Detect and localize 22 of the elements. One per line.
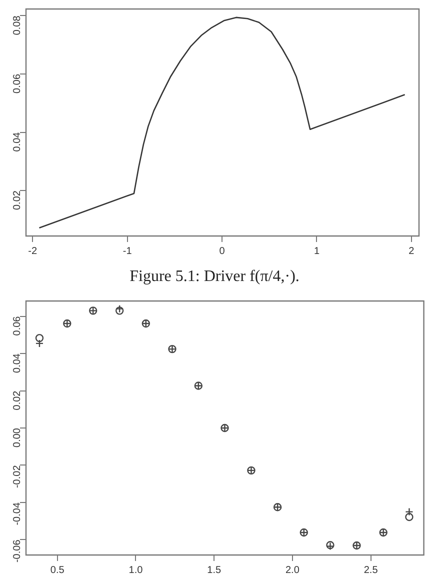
y-tick-label: 0.08 bbox=[12, 15, 23, 36]
y-tick-label: 0.00 bbox=[12, 428, 23, 448]
x-tick-label: 2.5 bbox=[364, 564, 378, 576]
x-tick-label: 0.5 bbox=[50, 564, 65, 576]
y-tick-label: -0.02 bbox=[12, 464, 23, 488]
x-tick-label: -2 bbox=[28, 246, 38, 257]
y-tick-label: 0.04 bbox=[12, 353, 23, 373]
x-tick-label: 2.0 bbox=[286, 564, 300, 576]
y-tick-label: -0.06 bbox=[12, 539, 23, 563]
y-tick-label: 0.02 bbox=[12, 390, 23, 410]
caption: Figure 5.1: Driver f(π/4,·). bbox=[128, 267, 300, 287]
x-tick-label: 1.0 bbox=[128, 564, 144, 576]
x-tick-label: 2 bbox=[408, 246, 415, 257]
y-tick-label: 0.02 bbox=[12, 190, 23, 210]
y-tick-label: 0.06 bbox=[12, 74, 23, 94]
y-tick-label: 0.04 bbox=[12, 132, 23, 152]
x-tick-label: 1 bbox=[314, 246, 320, 257]
y-tick-label: -0.04 bbox=[12, 502, 23, 526]
x-tick-label: 1.5 bbox=[207, 564, 222, 576]
x-tick-label: 0 bbox=[219, 246, 226, 257]
x-tick-label: -1 bbox=[122, 246, 132, 257]
y-tick-label: 0.06 bbox=[12, 316, 23, 336]
